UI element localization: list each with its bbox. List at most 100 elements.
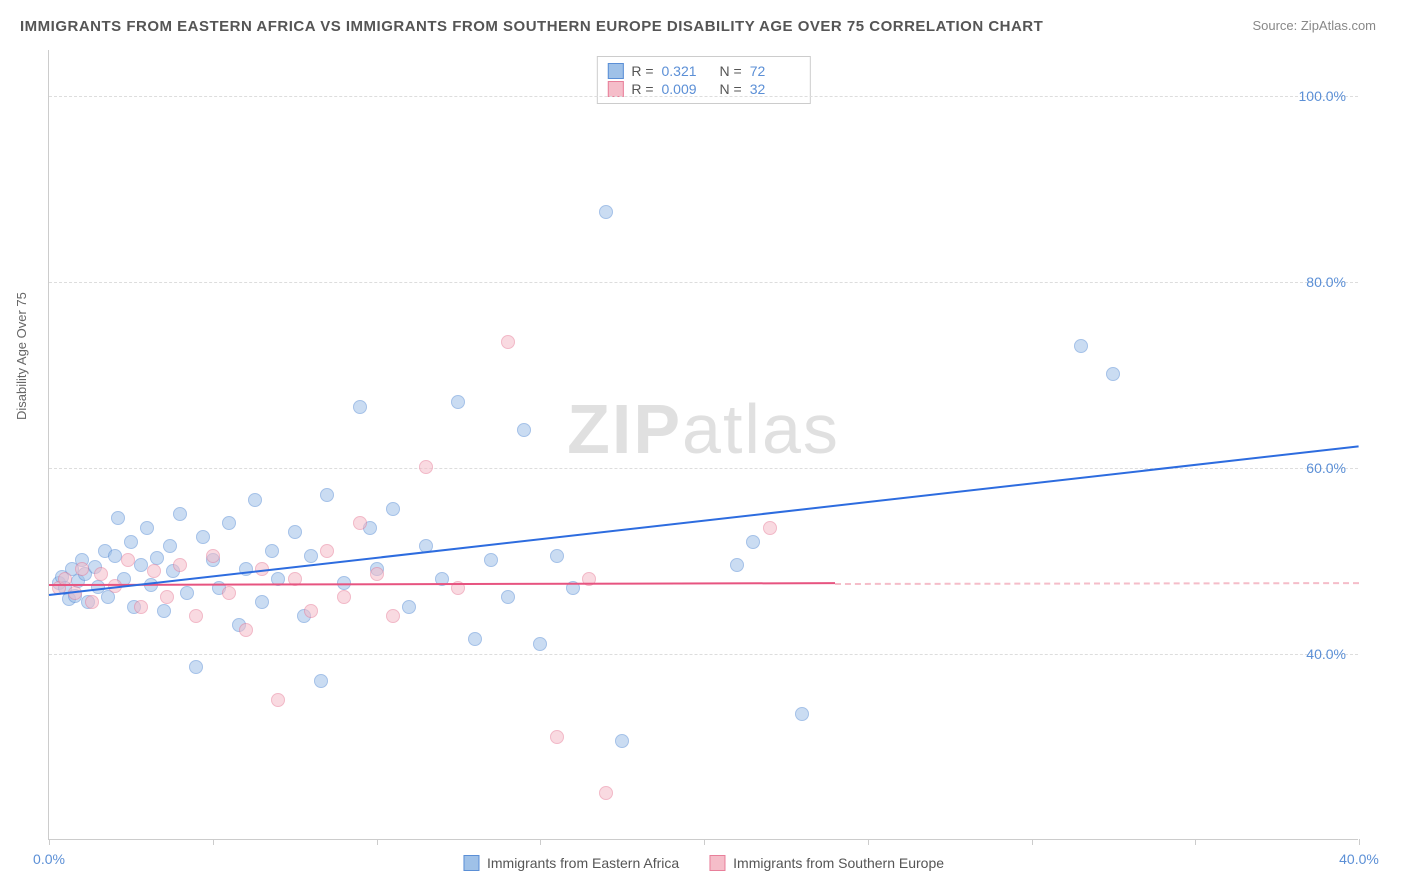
- data-point: [147, 564, 161, 578]
- data-point: [615, 734, 629, 748]
- data-point: [222, 516, 236, 530]
- data-point: [320, 488, 334, 502]
- legend-row-series-1: R = 0.009 N = 32: [607, 81, 799, 97]
- data-point: [370, 567, 384, 581]
- data-point: [386, 609, 400, 623]
- data-point: [160, 590, 174, 604]
- y-tick-label: 40.0%: [1306, 646, 1346, 662]
- data-point: [140, 521, 154, 535]
- data-point: [353, 400, 367, 414]
- data-point: [517, 423, 531, 437]
- data-point: [239, 623, 253, 637]
- r-label: R =: [631, 63, 653, 79]
- data-point: [124, 535, 138, 549]
- x-tick: [49, 839, 50, 845]
- x-tick-label: 40.0%: [1339, 851, 1379, 867]
- series-name-0: Immigrants from Eastern Africa: [487, 855, 679, 871]
- r-value-1: 0.009: [662, 81, 712, 97]
- data-point: [239, 562, 253, 576]
- data-point: [501, 590, 515, 604]
- data-point: [94, 567, 108, 581]
- data-point: [108, 549, 122, 563]
- data-point: [550, 549, 564, 563]
- gridline: [49, 282, 1358, 283]
- chart-title: IMMIGRANTS FROM EASTERN AFRICA VS IMMIGR…: [20, 18, 1043, 35]
- data-point: [730, 558, 744, 572]
- data-point: [320, 544, 334, 558]
- trendline: [49, 583, 835, 587]
- y-tick-label: 60.0%: [1306, 460, 1346, 476]
- x-tick: [1032, 839, 1033, 845]
- swatch-series-0: [463, 855, 479, 871]
- source-label: Source: ZipAtlas.com: [1252, 18, 1376, 33]
- legend-series: Immigrants from Eastern Africa Immigrant…: [463, 855, 944, 871]
- data-point: [451, 395, 465, 409]
- data-point: [111, 511, 125, 525]
- data-point: [795, 707, 809, 721]
- y-axis-label: Disability Age Over 75: [14, 292, 29, 420]
- gridline: [49, 96, 1358, 97]
- data-point: [222, 586, 236, 600]
- y-tick-label: 100.0%: [1299, 88, 1346, 104]
- r-label: R =: [631, 81, 653, 97]
- n-label: N =: [720, 63, 742, 79]
- data-point: [271, 693, 285, 707]
- n-label: N =: [720, 81, 742, 97]
- legend-row-series-0: R = 0.321 N = 72: [607, 63, 799, 79]
- data-point: [468, 632, 482, 646]
- legend-item-series-0: Immigrants from Eastern Africa: [463, 855, 679, 871]
- data-point: [484, 553, 498, 567]
- data-point: [402, 600, 416, 614]
- data-point: [550, 730, 564, 744]
- data-point: [180, 586, 194, 600]
- data-point: [189, 660, 203, 674]
- n-value-0: 72: [750, 63, 800, 79]
- data-point: [599, 786, 613, 800]
- trendline-dashed: [835, 582, 1359, 585]
- data-point: [288, 525, 302, 539]
- data-point: [196, 530, 210, 544]
- data-point: [386, 502, 400, 516]
- data-point: [501, 335, 515, 349]
- data-point: [314, 674, 328, 688]
- swatch-series-0: [607, 63, 623, 79]
- legend-item-series-1: Immigrants from Southern Europe: [709, 855, 944, 871]
- data-point: [353, 516, 367, 530]
- data-point: [189, 609, 203, 623]
- data-point: [163, 539, 177, 553]
- data-point: [304, 604, 318, 618]
- data-point: [1074, 339, 1088, 353]
- watermark: ZIPatlas: [567, 389, 840, 469]
- x-tick: [704, 839, 705, 845]
- watermark-light: atlas: [682, 390, 840, 468]
- data-point: [157, 604, 171, 618]
- data-point: [150, 551, 164, 565]
- data-point: [121, 553, 135, 567]
- data-point: [134, 600, 148, 614]
- x-tick-label: 0.0%: [33, 851, 65, 867]
- data-point: [763, 521, 777, 535]
- data-point: [206, 549, 220, 563]
- data-point: [173, 558, 187, 572]
- data-point: [265, 544, 279, 558]
- data-point: [248, 493, 262, 507]
- data-point: [255, 595, 269, 609]
- series-name-1: Immigrants from Southern Europe: [733, 855, 944, 871]
- x-tick: [540, 839, 541, 845]
- swatch-series-1: [709, 855, 725, 871]
- x-tick: [868, 839, 869, 845]
- x-tick: [213, 839, 214, 845]
- data-point: [173, 507, 187, 521]
- data-point: [75, 562, 89, 576]
- data-point: [134, 558, 148, 572]
- plot-area: ZIPatlas R = 0.321 N = 72 R = 0.009 N = …: [48, 50, 1358, 840]
- y-tick-label: 80.0%: [1306, 274, 1346, 290]
- r-value-0: 0.321: [662, 63, 712, 79]
- gridline: [49, 654, 1358, 655]
- data-point: [304, 549, 318, 563]
- n-value-1: 32: [750, 81, 800, 97]
- data-point: [419, 460, 433, 474]
- x-tick: [1359, 839, 1360, 845]
- watermark-bold: ZIP: [567, 390, 682, 468]
- data-point: [746, 535, 760, 549]
